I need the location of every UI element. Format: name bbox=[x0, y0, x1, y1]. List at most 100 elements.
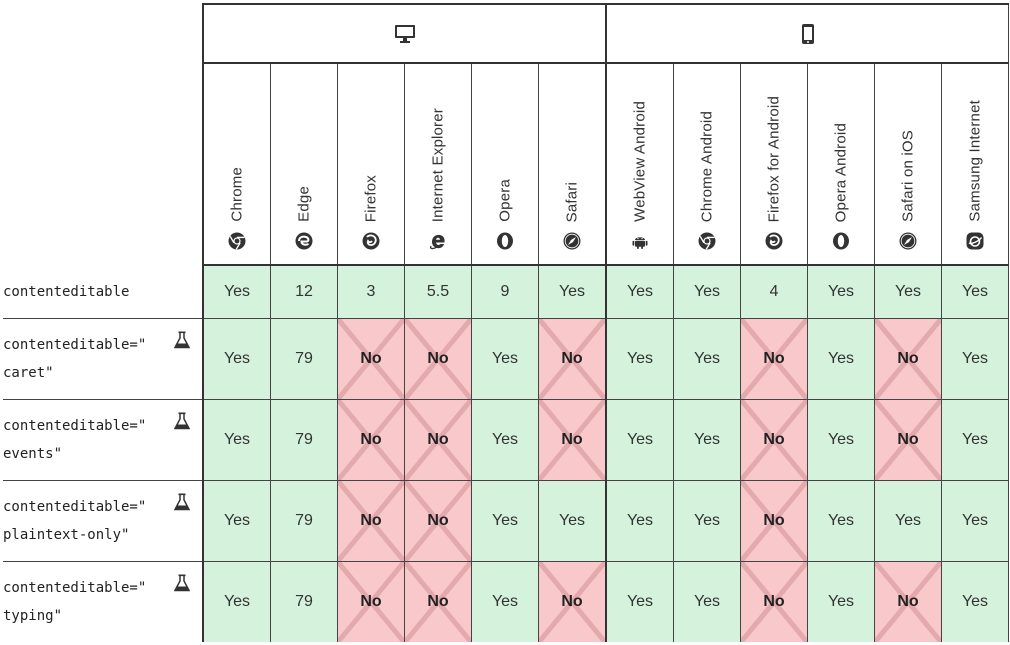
support-value: No bbox=[561, 350, 583, 367]
support-cell[interactable]: Yes bbox=[673, 561, 741, 642]
support-value: No bbox=[763, 593, 785, 610]
support-value: No bbox=[897, 350, 919, 367]
support-cell[interactable]: Yes bbox=[673, 480, 741, 562]
unsupported-cross-icon bbox=[875, 319, 941, 399]
support-cell[interactable]: No bbox=[337, 561, 405, 642]
support-cell[interactable]: No bbox=[538, 399, 607, 481]
support-cell[interactable]: No bbox=[538, 561, 607, 642]
support-cell[interactable]: No bbox=[337, 399, 405, 481]
experimental-flask-icon[interactable] bbox=[174, 493, 190, 511]
support-cell[interactable]: Yes bbox=[941, 318, 1009, 400]
support-cell[interactable]: No bbox=[404, 480, 472, 562]
support-cell[interactable]: Yes bbox=[807, 399, 875, 481]
experimental-flask-icon[interactable] bbox=[174, 331, 190, 349]
browser-name: Safari bbox=[563, 181, 581, 222]
support-value: Yes bbox=[223, 593, 251, 610]
support-cell[interactable]: Yes bbox=[807, 265, 875, 319]
support-cell[interactable]: Yes bbox=[606, 561, 674, 642]
support-cell[interactable]: No bbox=[740, 318, 808, 400]
browser-header-safari-on-ios: Safari on iOS bbox=[874, 63, 942, 266]
support-cell[interactable]: 3 bbox=[337, 265, 405, 319]
support-value: 79 bbox=[295, 431, 313, 448]
table-corner bbox=[3, 4, 204, 265]
unsupported-cross-icon bbox=[539, 400, 605, 480]
support-value: 9 bbox=[500, 283, 510, 300]
support-cell[interactable]: 4 bbox=[740, 265, 808, 319]
support-cell[interactable]: No bbox=[404, 399, 472, 481]
support-cell[interactable]: Yes bbox=[673, 318, 741, 400]
support-cell[interactable]: Yes bbox=[203, 399, 271, 481]
support-cell[interactable]: Yes bbox=[673, 399, 741, 481]
support-cell[interactable]: Yes bbox=[203, 265, 271, 319]
support-cell[interactable]: 12 bbox=[270, 265, 338, 319]
support-cell[interactable]: Yes bbox=[807, 480, 875, 562]
support-value: Yes bbox=[223, 512, 251, 529]
support-cell[interactable]: Yes bbox=[941, 480, 1009, 562]
support-cell[interactable]: Yes bbox=[203, 561, 271, 642]
feature-name-line1: contenteditable=" bbox=[3, 580, 147, 596]
support-cell[interactable]: No bbox=[538, 318, 607, 400]
support-cell[interactable]: Yes bbox=[807, 561, 875, 642]
support-value: No bbox=[897, 431, 919, 448]
support-cell[interactable]: Yes bbox=[203, 318, 271, 400]
feature-name-line1: contenteditable bbox=[3, 283, 130, 300]
support-cell[interactable]: No bbox=[740, 399, 808, 481]
support-cell[interactable]: No bbox=[740, 561, 808, 642]
support-cell[interactable]: Yes bbox=[471, 318, 539, 400]
opera-icon bbox=[833, 232, 849, 250]
support-cell[interactable]: Yes bbox=[203, 480, 271, 562]
support-cell[interactable]: Yes bbox=[874, 480, 942, 562]
support-value: Yes bbox=[827, 431, 855, 448]
support-cell[interactable]: Yes bbox=[538, 265, 607, 319]
support-value: 3 bbox=[366, 283, 376, 300]
support-value: Yes bbox=[626, 431, 654, 448]
support-value: Yes bbox=[894, 283, 922, 300]
browser-header-opera-android: Opera Android bbox=[807, 63, 875, 266]
support-value: No bbox=[763, 350, 785, 367]
support-cell[interactable]: 5.5 bbox=[404, 265, 472, 319]
support-cell[interactable]: Yes bbox=[941, 265, 1009, 319]
browser-compat-table: Chrome Edge Firefox Internet Explorer Opera S… bbox=[3, 3, 1009, 642]
support-cell[interactable]: Yes bbox=[538, 480, 607, 562]
support-cell[interactable]: Yes bbox=[471, 480, 539, 562]
support-cell[interactable]: Yes bbox=[673, 265, 741, 319]
support-cell[interactable]: Yes bbox=[874, 265, 942, 319]
support-cell[interactable]: 79 bbox=[270, 399, 338, 481]
support-cell[interactable]: Yes bbox=[471, 399, 539, 481]
support-cell[interactable]: Yes bbox=[471, 561, 539, 642]
support-cell[interactable]: Yes bbox=[606, 480, 674, 562]
feature-row: contenteditable Yes 12 3 5.5 9 Yes Yes Yes 4 Yes Ye… bbox=[3, 265, 1009, 319]
support-value: Yes bbox=[693, 350, 721, 367]
unsupported-cross-icon bbox=[405, 562, 471, 642]
support-cell[interactable]: 79 bbox=[270, 318, 338, 400]
support-cell[interactable]: No bbox=[337, 318, 405, 400]
support-cell[interactable]: 79 bbox=[270, 561, 338, 642]
support-cell[interactable]: 9 bbox=[471, 265, 539, 319]
support-cell[interactable]: No bbox=[404, 561, 472, 642]
support-cell[interactable]: Yes bbox=[606, 265, 674, 319]
support-cell[interactable]: 79 bbox=[270, 480, 338, 562]
experimental-flask-icon[interactable] bbox=[174, 574, 190, 592]
support-cell[interactable]: No bbox=[874, 399, 942, 481]
unsupported-cross-icon bbox=[875, 562, 941, 642]
support-value: Yes bbox=[827, 593, 855, 610]
browser-name: Samsung Internet bbox=[966, 100, 984, 222]
experimental-flask-icon[interactable] bbox=[174, 412, 190, 430]
support-value: Yes bbox=[223, 431, 251, 448]
unsupported-cross-icon bbox=[338, 481, 404, 561]
support-cell[interactable]: No bbox=[404, 318, 472, 400]
support-cell[interactable]: Yes bbox=[606, 318, 674, 400]
chrome-icon bbox=[228, 232, 246, 250]
support-value: Yes bbox=[491, 431, 519, 448]
support-cell[interactable]: Yes bbox=[941, 399, 1009, 481]
support-cell[interactable]: No bbox=[874, 561, 942, 642]
support-cell[interactable]: Yes bbox=[941, 561, 1009, 642]
support-cell[interactable]: Yes bbox=[606, 399, 674, 481]
support-cell[interactable]: No bbox=[874, 318, 942, 400]
support-cell[interactable]: No bbox=[337, 480, 405, 562]
edge-icon bbox=[295, 232, 313, 250]
support-cell[interactable]: Yes bbox=[807, 318, 875, 400]
firefox-icon bbox=[765, 232, 783, 250]
unsupported-cross-icon bbox=[741, 319, 807, 399]
support-cell[interactable]: No bbox=[740, 480, 808, 562]
